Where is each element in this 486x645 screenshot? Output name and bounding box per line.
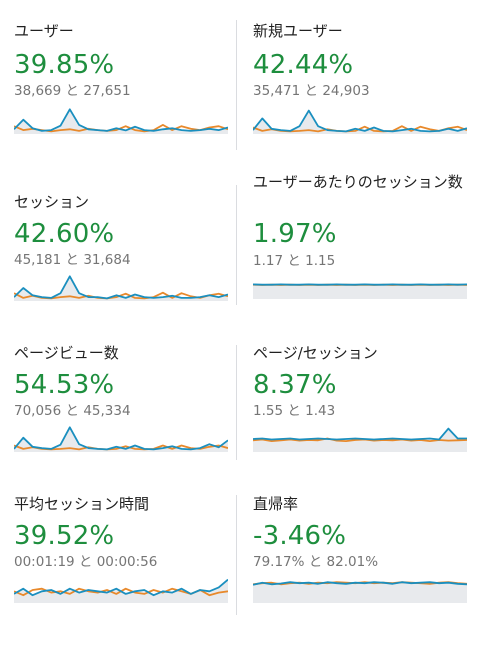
metric-title: 平均セッション時間 — [14, 495, 236, 514]
sparkline — [253, 424, 467, 454]
column-divider — [236, 185, 237, 305]
metric-compare: 45,181 と 31,684 — [14, 252, 131, 268]
metric-change: 39.85% — [14, 50, 114, 80]
metric-compare: 79.17% と 82.01% — [253, 554, 378, 570]
sparkline — [253, 106, 467, 136]
sparkline — [253, 271, 467, 301]
metric-compare: 38,669 と 27,651 — [14, 83, 131, 99]
sparkline — [14, 106, 228, 136]
metric-card-pageviews[interactable]: ページビュー数 54.53% 70,056 と 45,334 — [14, 344, 236, 494]
metric-card-sessions-per-user[interactable]: ユーザーあたりのセッション数 1.97% 1.17 と 1.15 — [253, 173, 475, 323]
metric-change: 39.52% — [14, 521, 114, 551]
metric-title: 直帰率 — [253, 495, 475, 514]
metric-title: 新規ユーザー — [253, 22, 475, 41]
sparkline-area — [253, 284, 467, 299]
metric-change: 42.44% — [253, 50, 353, 80]
metric-compare: 35,471 と 24,903 — [253, 83, 370, 99]
sparkline — [14, 273, 228, 303]
metric-change: 8.37% — [253, 370, 337, 400]
sparkline — [14, 575, 228, 605]
sparkline-current-line — [253, 429, 467, 440]
sparkline-current-line — [14, 427, 228, 449]
metric-title: ユーザー — [14, 22, 236, 41]
sparkline — [253, 575, 467, 605]
sparkline-area — [253, 582, 467, 603]
metric-change: 1.97% — [253, 219, 337, 249]
metric-card-pages-per-session[interactable]: ページ/セッション 8.37% 1.55 と 1.43 — [253, 344, 475, 494]
metric-title: ページビュー数 — [14, 344, 236, 363]
sparkline — [14, 424, 228, 454]
metric-card-users[interactable]: ユーザー 39.85% 38,669 と 27,651 — [14, 22, 236, 172]
column-divider — [236, 345, 237, 460]
metric-card-sessions[interactable]: セッション 42.60% 45,181 と 31,684 — [14, 193, 236, 343]
metric-title: ページ/セッション — [253, 344, 475, 363]
metric-compare: 1.55 と 1.43 — [253, 403, 335, 419]
metric-card-new-users[interactable]: 新規ユーザー 42.44% 35,471 と 24,903 — [253, 22, 475, 172]
metric-compare: 70,056 と 45,334 — [14, 403, 131, 419]
metric-card-avg-session-duration[interactable]: 平均セッション時間 39.52% 00:01:19 と 00:00:56 — [14, 495, 236, 645]
column-divider — [236, 495, 237, 615]
metric-change: 54.53% — [14, 370, 114, 400]
metric-change: 42.60% — [14, 219, 114, 249]
column-divider — [236, 20, 237, 150]
metric-title: ユーザーあたりのセッション数 — [253, 173, 475, 192]
metric-compare: 1.17 と 1.15 — [253, 253, 335, 269]
metric-change: -3.46% — [253, 521, 346, 551]
metric-card-bounce-rate[interactable]: 直帰率 -3.46% 79.17% と 82.01% — [253, 495, 475, 645]
metric-title: セッション — [14, 193, 236, 212]
metric-compare: 00:01:19 と 00:00:56 — [14, 554, 157, 570]
